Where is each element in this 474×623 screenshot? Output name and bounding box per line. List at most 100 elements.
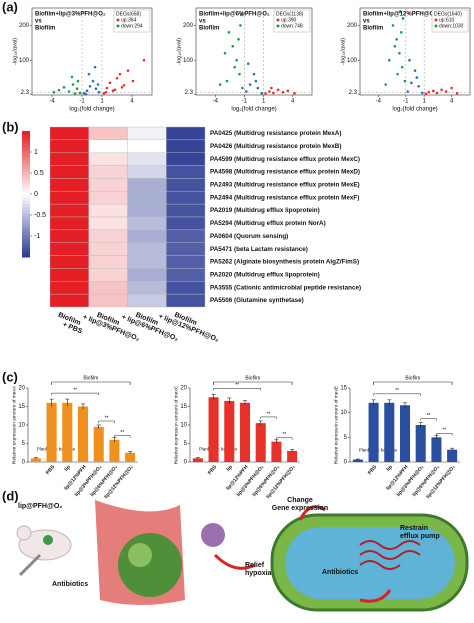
- point: [75, 87, 79, 91]
- bar: [287, 450, 298, 462]
- legend-label: up:610: [439, 17, 455, 23]
- heatmap-cell: [127, 203, 167, 218]
- heatmap-cell: [49, 268, 89, 282]
- point: [122, 83, 126, 87]
- point: [57, 88, 61, 92]
- bar: [239, 402, 251, 462]
- colorbar-step: [22, 137, 30, 141]
- y-tick-label: 0: [184, 460, 188, 466]
- heatmap-cell: [88, 152, 128, 166]
- colorbar-step: [22, 190, 30, 195]
- legend-title: DEGs(658): [116, 11, 141, 17]
- colorbar-step: [22, 149, 30, 154]
- bar: [415, 425, 426, 462]
- legend-box: [273, 9, 311, 33]
- point: [52, 90, 56, 94]
- significance-label: **: [105, 415, 109, 421]
- point: [218, 83, 222, 86]
- y-tick-label: 5: [22, 441, 26, 447]
- point: [408, 58, 411, 62]
- point: [94, 87, 98, 91]
- heatmap-cell: [49, 152, 89, 166]
- y-tick-label: 200: [19, 23, 30, 29]
- infection-site: [43, 535, 53, 545]
- x-tick-label: lip: [385, 464, 393, 472]
- point: [241, 86, 244, 90]
- colorbar-step: [22, 194, 30, 198]
- heatmap-cell: [88, 178, 128, 192]
- group-label: Biofilm: [405, 375, 420, 381]
- y-tick-label: 15: [340, 386, 347, 392]
- legend-swatch: [116, 18, 120, 22]
- point: [399, 31, 403, 34]
- significance-bracket: [114, 435, 131, 438]
- y-tick-label: 100: [183, 58, 194, 64]
- x-tick-label: 4: [130, 99, 134, 105]
- biofilm-detail: [128, 543, 152, 567]
- point: [87, 72, 91, 76]
- point: [113, 88, 117, 92]
- colorbar-step: [22, 206, 30, 211]
- point: [401, 17, 405, 20]
- heatmap-cell: [127, 178, 167, 192]
- chart-title: Biofilm+lip@12%PFH@O₂: [363, 12, 437, 18]
- x-tick-label: lip@12%PFH@O₂: [103, 464, 134, 500]
- heatmap-cell: [166, 191, 206, 205]
- point: [131, 79, 135, 83]
- point: [102, 91, 106, 95]
- significance-label: **: [427, 413, 431, 419]
- point: [239, 24, 242, 27]
- bar: [271, 441, 282, 462]
- y-tick-label: 10: [18, 423, 25, 429]
- bar: [431, 437, 442, 462]
- liposome: [201, 523, 225, 547]
- y-tick-label: 15: [18, 404, 25, 410]
- point: [104, 90, 108, 94]
- heatmap-cell: [166, 152, 206, 166]
- point: [71, 83, 75, 86]
- heatmap-cell: [166, 139, 206, 153]
- point: [403, 79, 407, 83]
- point: [276, 88, 280, 92]
- heatmap-cell: [166, 216, 206, 231]
- heatmap-cell: [166, 293, 206, 308]
- heatmap-cell: [166, 242, 206, 256]
- x-tick-label: lip: [225, 464, 233, 472]
- bar: [447, 449, 458, 462]
- diagram-label: Antibiotics: [322, 569, 358, 576]
- row-label: PA0426 (Multidrug resistance protein Mex…: [210, 143, 341, 150]
- y-axis-label: -log₁₀(qval): [176, 38, 182, 65]
- x-tick-label: 1: [262, 99, 266, 105]
- chart-title: vs: [363, 19, 370, 25]
- chart-title: Biofilm: [363, 26, 383, 32]
- heatmap-cell: [88, 139, 128, 153]
- heatmap-cell: [49, 229, 89, 243]
- diagram-label: hypoxia: [245, 570, 272, 577]
- heatmap-cell: [88, 255, 128, 269]
- group-bracket: [213, 381, 293, 385]
- x-tick-label: 1: [100, 99, 104, 105]
- heatmap-cell: [127, 229, 167, 243]
- point: [85, 89, 89, 93]
- point: [244, 90, 248, 93]
- colorbar-step: [22, 244, 30, 249]
- colorbar-step: [22, 159, 30, 163]
- point: [421, 91, 424, 95]
- point: [396, 72, 399, 76]
- heatmap-cell: [127, 191, 167, 205]
- heatmap-cell: [88, 216, 128, 231]
- colorbar-step: [22, 131, 30, 135]
- colorbar-step: [22, 197, 30, 201]
- x-tick-label: 4: [291, 99, 295, 105]
- colorbar-step: [22, 162, 30, 167]
- biofilm: [118, 533, 182, 597]
- row-label: PA0425 (Multidrug resistance protein Mex…: [210, 130, 341, 137]
- x-tick-label: lip@12%PFH@O₂: [265, 464, 296, 500]
- legend-swatch: [434, 24, 438, 28]
- legend-swatch: [276, 18, 280, 22]
- point: [268, 90, 271, 93]
- point: [91, 79, 95, 83]
- point: [455, 91, 459, 95]
- point: [73, 92, 77, 95]
- point: [97, 90, 101, 94]
